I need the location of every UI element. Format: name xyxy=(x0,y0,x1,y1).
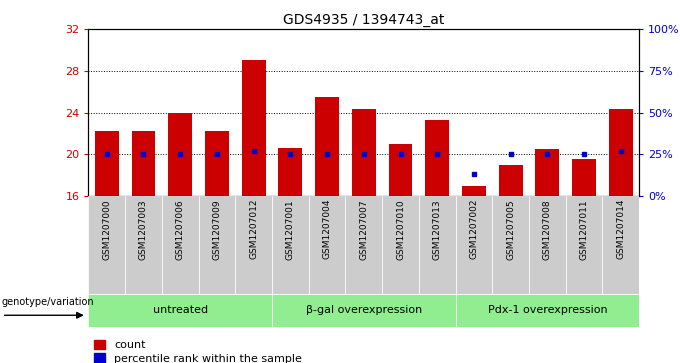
Text: GSM1207000: GSM1207000 xyxy=(102,199,112,260)
Bar xyxy=(388,144,413,196)
Bar xyxy=(95,131,119,196)
Bar xyxy=(88,294,272,327)
Bar xyxy=(456,294,639,327)
Text: untreated: untreated xyxy=(152,305,208,315)
Bar xyxy=(566,196,602,294)
Text: GSM1207013: GSM1207013 xyxy=(432,199,442,260)
Text: β-gal overexpression: β-gal overexpression xyxy=(306,305,422,315)
Text: GSM1207008: GSM1207008 xyxy=(543,199,552,260)
Bar xyxy=(235,196,272,294)
Bar xyxy=(456,196,492,294)
Text: GSM1207001: GSM1207001 xyxy=(286,199,295,260)
Bar xyxy=(425,120,449,196)
Bar xyxy=(131,131,156,196)
Bar xyxy=(241,60,266,196)
Bar xyxy=(309,196,345,294)
Bar xyxy=(382,196,419,294)
Text: GSM1207006: GSM1207006 xyxy=(175,199,185,260)
Text: GSM1207014: GSM1207014 xyxy=(616,199,626,260)
Bar xyxy=(535,149,560,196)
Bar xyxy=(492,196,529,294)
Text: GSM1207005: GSM1207005 xyxy=(506,199,515,260)
Bar xyxy=(168,113,192,196)
Bar xyxy=(205,131,229,196)
Bar xyxy=(529,196,566,294)
Bar xyxy=(272,196,309,294)
Bar xyxy=(272,294,456,327)
Bar xyxy=(125,196,162,294)
Text: GSM1207003: GSM1207003 xyxy=(139,199,148,260)
Bar xyxy=(199,196,235,294)
Text: genotype/variation: genotype/variation xyxy=(2,297,95,307)
Bar xyxy=(345,196,382,294)
Bar xyxy=(462,185,486,196)
Bar xyxy=(609,109,633,196)
Bar xyxy=(278,148,303,196)
Text: GSM1207002: GSM1207002 xyxy=(469,199,479,260)
Text: GSM1207010: GSM1207010 xyxy=(396,199,405,260)
Text: GSM1207012: GSM1207012 xyxy=(249,199,258,260)
Legend: count, percentile rank within the sample: count, percentile rank within the sample xyxy=(94,339,302,363)
Title: GDS4935 / 1394743_at: GDS4935 / 1394743_at xyxy=(283,13,445,26)
Bar xyxy=(498,165,523,196)
Text: GSM1207007: GSM1207007 xyxy=(359,199,369,260)
Text: GSM1207011: GSM1207011 xyxy=(579,199,589,260)
Bar xyxy=(88,196,125,294)
Bar xyxy=(315,97,339,196)
Bar xyxy=(572,159,596,196)
Text: GSM1207004: GSM1207004 xyxy=(322,199,332,260)
Bar xyxy=(162,196,199,294)
Bar xyxy=(352,109,376,196)
Text: GSM1207009: GSM1207009 xyxy=(212,199,222,260)
Text: Pdx-1 overexpression: Pdx-1 overexpression xyxy=(488,305,607,315)
Bar xyxy=(419,196,456,294)
Bar xyxy=(602,196,639,294)
